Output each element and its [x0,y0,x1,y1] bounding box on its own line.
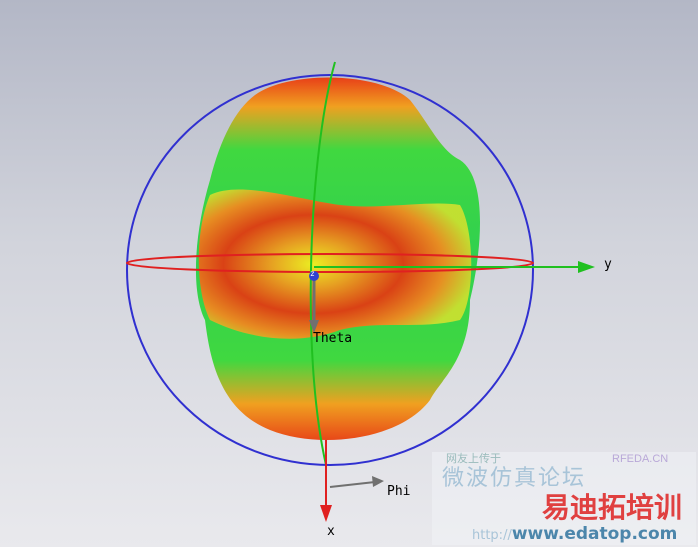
watermark-brand-cn-light: 微波仿真论坛 [442,466,587,491]
phi-vector [329,481,376,488]
phi-arrow [372,476,384,487]
watermark: 网友上传于 RFEDA.CN 微波仿真论坛 易迪拓培训 http://www.e… [432,452,696,545]
radiation-pattern-main-lobe [198,189,472,339]
theta-label: Theta [313,331,353,346]
y-axis-label: y [604,257,612,272]
equator-ring [126,253,534,273]
watermark-url-text: www.edatop.com [511,524,678,544]
theta-arrow [309,320,319,333]
x-axis-arrow [320,505,332,522]
watermark-url: http://www.edatop.com [472,524,677,546]
meridian-ring [309,61,336,466]
watermark-url-prefix: http:// [472,528,512,543]
y-axis-arrow [578,261,595,273]
watermark-brand-cn: 易迪拓培训 [542,491,683,524]
z-axis-marker [309,271,319,281]
watermark-brand-en: RFEDA.CN [612,453,669,465]
z-axis-label: z [310,269,315,278]
sphere-outline [126,74,534,466]
x-axis-label: x [327,524,335,539]
phi-label: Phi [387,484,411,499]
watermark-line1: 网友上传于 [446,452,501,465]
